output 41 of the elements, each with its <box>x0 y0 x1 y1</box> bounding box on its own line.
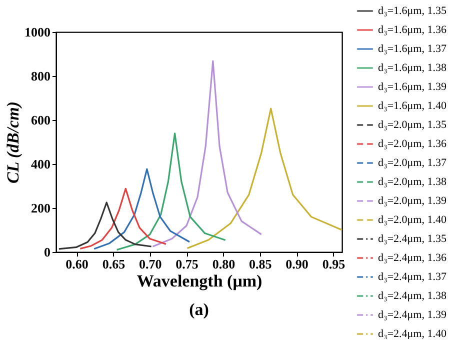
legend-label: d₃=1.6μm, 1.37 <box>378 43 447 55</box>
legend-label: d₃=2.0μm, 1.38 <box>378 176 447 188</box>
legend-label: d₃=2.4μm, 1.37 <box>378 271 447 283</box>
line-series <box>79 188 167 250</box>
x-axis-title: Wavelength (μm) <box>136 272 262 290</box>
y-tick-label: 0 <box>44 244 50 260</box>
x-tick-label: 0.90 <box>286 256 308 272</box>
y-tick-label: 200 <box>31 200 50 216</box>
y-tick-label: 800 <box>31 68 50 84</box>
legend-label: d₃=2.0μm, 1.36 <box>378 138 447 150</box>
y-tick-label: 1000 <box>24 24 50 40</box>
legend-label: d₃=1.6μm, 1.39 <box>378 81 447 93</box>
legend-label: d₃=2.4μm, 1.39 <box>378 309 447 321</box>
y-axis-title: CL (dB/cm) <box>4 102 22 184</box>
legend-label: d₃=1.6μm, 1.38 <box>378 62 447 74</box>
line-series <box>116 132 226 251</box>
x-tick-label: 0.75 <box>176 256 199 272</box>
x-tick-label: 0.80 <box>212 256 236 272</box>
legend-label: d₃=1.6μm, 1.35 <box>378 5 447 17</box>
line-series <box>58 202 152 250</box>
legend-label: d₃=2.0μm, 1.40 <box>378 214 447 226</box>
legend-label: d₃=1.6μm, 1.40 <box>378 100 447 112</box>
line-series <box>152 60 262 248</box>
x-tick-label: 0.65 <box>102 256 126 272</box>
legend-label: d₃=2.0μm, 1.35 <box>378 119 447 131</box>
y-tick-label: 400 <box>31 156 50 172</box>
legend-label: d₃=2.4μm, 1.36 <box>378 252 447 264</box>
legend-label: d₃=2.4μm, 1.40 <box>378 328 447 340</box>
x-tick-label: 0.95 <box>322 256 346 272</box>
x-tick-label: 0.70 <box>138 256 162 272</box>
line-series <box>93 168 190 250</box>
x-tick-label: 0.60 <box>66 256 88 272</box>
text: (a) <box>189 300 209 319</box>
y-tick-label: 600 <box>31 112 50 128</box>
line-series <box>186 108 343 250</box>
legend-label: d₃=2.4μm, 1.35 <box>378 233 447 245</box>
legend-label: d₃=2.0μm, 1.37 <box>378 157 447 169</box>
x-tick-label: 0.85 <box>248 256 272 272</box>
legend-label: d₃=2.0μm, 1.39 <box>378 195 447 207</box>
legend-label: d₃=1.6μm, 1.36 <box>378 24 447 36</box>
legend-label: d₃=2.4μm, 1.38 <box>378 290 447 302</box>
